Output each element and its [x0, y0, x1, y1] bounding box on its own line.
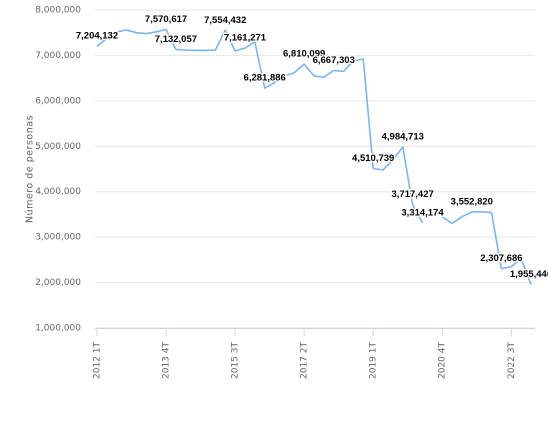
data-label: 2,307,686 [480, 253, 522, 264]
data-label: 6,281,886 [244, 73, 286, 84]
x-tick-label: 2019 1T [369, 342, 379, 379]
x-tick-label: 2020 4T [438, 342, 448, 379]
data-label: 3,717,427 [392, 189, 434, 200]
x-tick-label: 2013 4T [162, 342, 172, 379]
data-label: 7,204,132 [76, 31, 118, 42]
data-label: 3,314,174 [401, 207, 444, 218]
data-label: 7,554,432 [204, 15, 246, 26]
data-label: 7,570,617 [145, 14, 187, 25]
x-tick-label: 2022 3T [507, 342, 517, 379]
y-tick-label: 4,000,000 [35, 187, 81, 197]
data-label: 6,667,303 [313, 55, 355, 66]
y-tick-label: 7,000,000 [35, 51, 81, 61]
data-label: 7,132,057 [155, 34, 197, 45]
y-tick-label: 3,000,000 [35, 233, 81, 243]
data-label: 7,161,271 [224, 33, 267, 44]
y-tick-label: 6,000,000 [35, 96, 81, 106]
y-tick-label: 1,000,000 [35, 324, 81, 334]
data-label: 1,955,446 [510, 269, 548, 280]
data-label: 3,552,820 [451, 197, 493, 208]
y-tick-label: 2,000,000 [35, 278, 81, 288]
y-tick-label: 5,000,000 [35, 142, 81, 152]
data-label: 4,984,713 [382, 131, 424, 142]
y-tick-label: 8,000,000 [35, 6, 81, 16]
x-tick-label: 2015 3T [231, 342, 241, 379]
data-label: 4,510,739 [352, 153, 394, 164]
x-tick-label: 2012 1T [93, 342, 103, 379]
y-axis-title: Número de personas [25, 115, 36, 223]
data-label: 6,810,099 [283, 49, 325, 60]
x-tick-label: 2017 2T [300, 342, 310, 379]
series-line [96, 28, 532, 285]
